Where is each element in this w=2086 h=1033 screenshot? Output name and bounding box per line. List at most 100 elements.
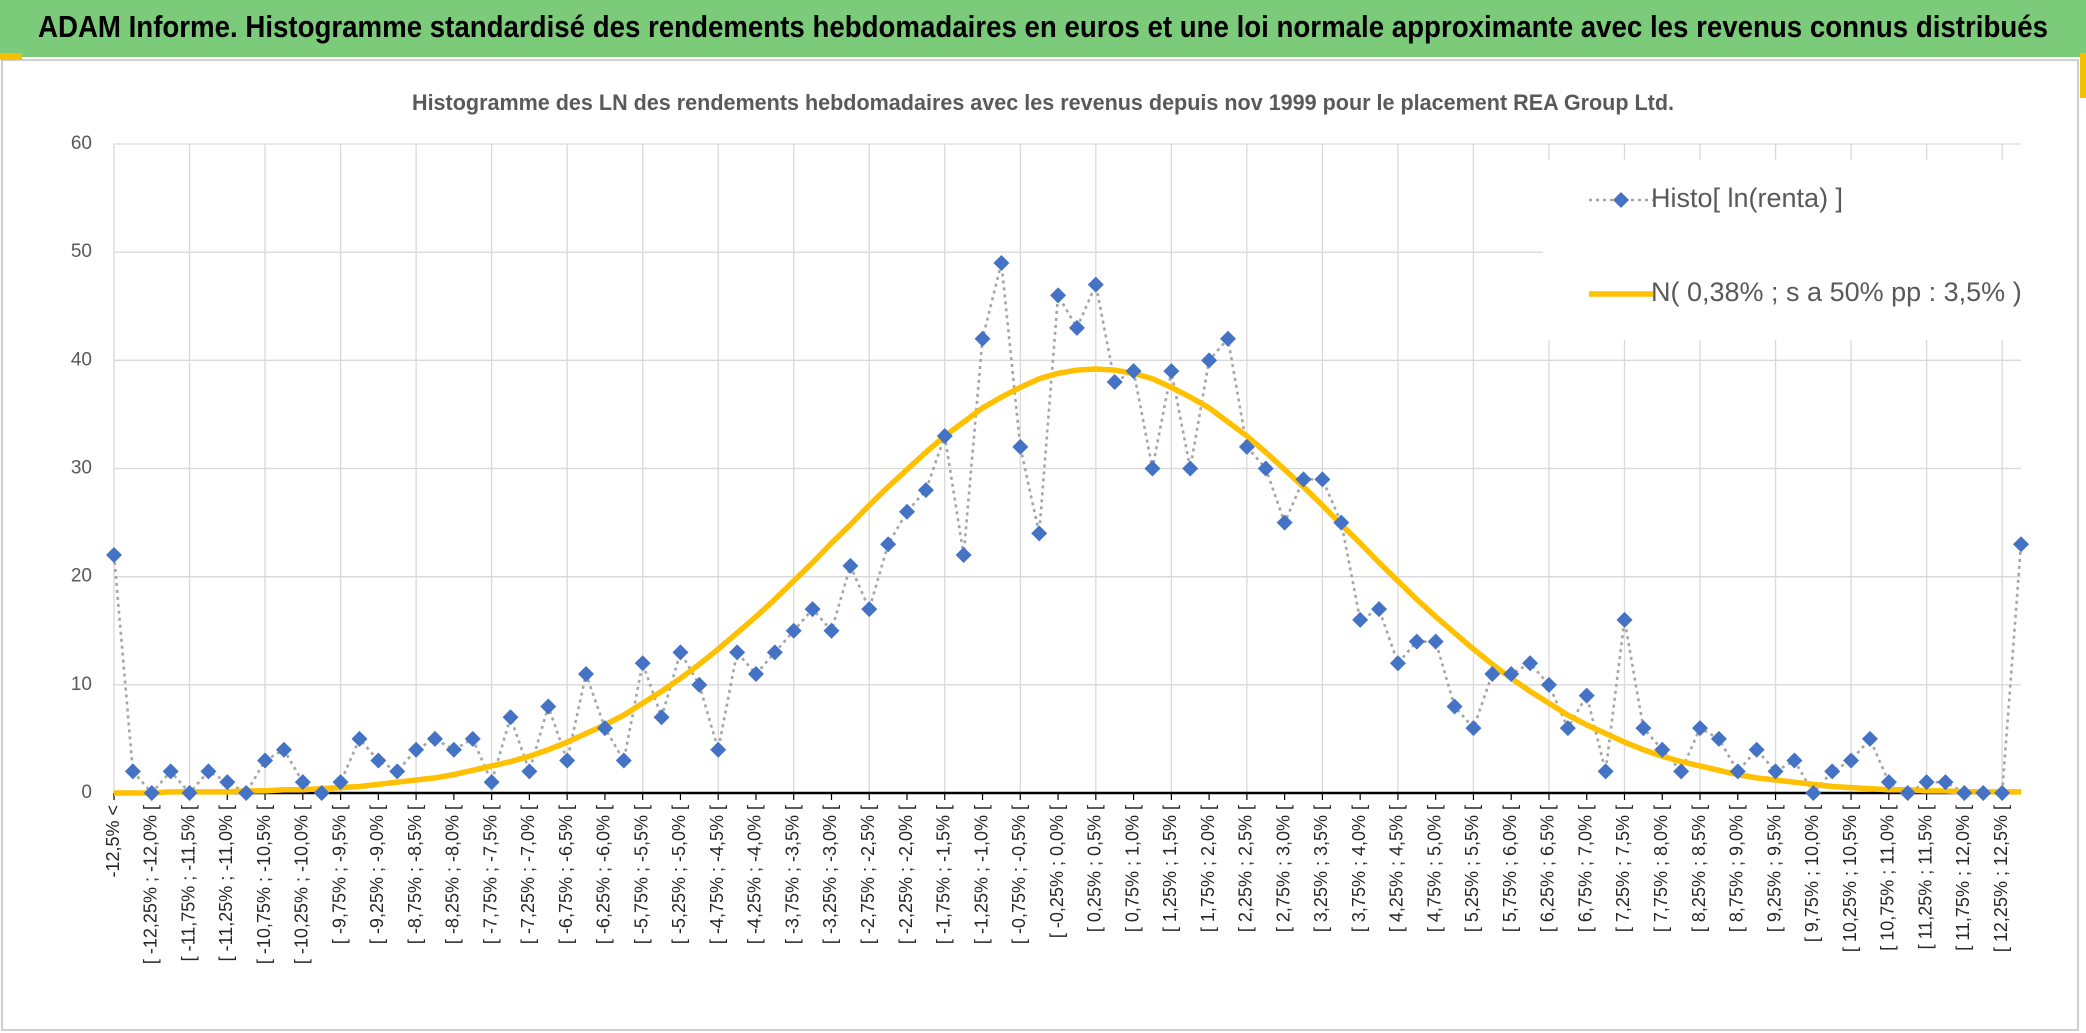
x-tick-label: [ -10,25% ; -10,0% [ bbox=[292, 805, 312, 964]
data-point bbox=[861, 601, 878, 618]
data-point bbox=[1975, 785, 1992, 801]
x-tick-label: [ 7,25% ; 7,5% [ bbox=[1613, 805, 1633, 932]
data-point bbox=[1616, 611, 1633, 628]
x-tick-label: [ 1,75% ; 2,0% [ bbox=[1198, 805, 1218, 932]
x-tick-label: [ -5,75% ; -5,5% [ bbox=[631, 805, 651, 944]
data-point bbox=[445, 741, 462, 758]
data-point bbox=[483, 774, 500, 791]
x-tick-label: [ 0,25% ; 0,5% [ bbox=[1085, 805, 1105, 932]
data-point bbox=[1257, 460, 1274, 477]
data-point bbox=[955, 547, 972, 564]
x-tick-label: [ 6,75% ; 7,0% [ bbox=[1575, 805, 1595, 932]
data-point bbox=[842, 557, 859, 574]
plot bbox=[106, 254, 2029, 801]
data-point bbox=[521, 763, 538, 780]
data-point bbox=[294, 774, 311, 791]
data-point bbox=[672, 644, 689, 661]
data-point bbox=[1125, 363, 1142, 380]
x-tick-label: [ 3,25% ; 3,5% [ bbox=[1311, 805, 1331, 932]
data-point bbox=[993, 254, 1010, 271]
data-point bbox=[200, 763, 217, 780]
data-point bbox=[1824, 763, 1841, 780]
data-point bbox=[124, 763, 141, 780]
x-tick-label: [ 3,75% ; 4,0% [ bbox=[1349, 805, 1369, 932]
x-tick-label: [ 6,25% ; 6,5% [ bbox=[1538, 805, 1558, 932]
y-tick-label: 40 bbox=[71, 349, 92, 370]
x-tick-label: [ -3,25% ; -3,0% [ bbox=[820, 805, 840, 944]
x-tick-label: [ 8,75% ; 9,0% [ bbox=[1727, 805, 1747, 932]
x-tick-label: [ -3,75% ; -3,5% [ bbox=[782, 805, 802, 944]
data-point bbox=[2013, 536, 2029, 553]
x-tick-label: [ 10,75% ; 11,0% [ bbox=[1878, 805, 1898, 951]
x-tick-label: [ -10,75% ; -10,5% [ bbox=[254, 805, 274, 964]
data-point bbox=[1106, 373, 1123, 390]
x-tick-label: -12,5% < bbox=[103, 805, 123, 878]
x-tick-label: [ 5,25% ; 5,5% [ bbox=[1462, 805, 1482, 932]
data-point bbox=[1710, 730, 1727, 747]
data-point bbox=[1880, 774, 1897, 791]
data-point bbox=[1031, 525, 1048, 542]
data-point bbox=[1050, 287, 1067, 304]
data-point bbox=[578, 666, 595, 683]
data-point bbox=[1446, 698, 1463, 715]
y-tick-label: 20 bbox=[71, 566, 92, 587]
data-point bbox=[1276, 514, 1293, 531]
data-point bbox=[1219, 330, 1236, 347]
x-tick-label: [ 5,75% ; 6,0% [ bbox=[1500, 805, 1520, 932]
data-point bbox=[143, 785, 160, 801]
x-tick-label: [ -0,25% ; 0,0% [ bbox=[1047, 805, 1067, 938]
data-point bbox=[1522, 655, 1539, 672]
x-tick-label: [ -2,25% ; -2,0% [ bbox=[896, 805, 916, 944]
data-point bbox=[917, 482, 934, 499]
legend-box bbox=[1543, 160, 2021, 340]
data-point bbox=[1559, 720, 1576, 737]
data-point bbox=[1371, 601, 1388, 618]
data-point bbox=[880, 536, 897, 553]
data-point bbox=[1673, 763, 1690, 780]
data-point bbox=[1956, 785, 1973, 801]
x-tick-label: [ 8,25% ; 8,5% [ bbox=[1689, 805, 1709, 932]
data-point bbox=[766, 644, 783, 661]
data-point bbox=[729, 644, 746, 661]
data-point bbox=[162, 763, 179, 780]
x-tick-label: [ -4,75% ; -4,5% [ bbox=[707, 805, 727, 944]
data-point bbox=[370, 752, 387, 769]
data-point bbox=[351, 730, 368, 747]
data-point bbox=[1692, 720, 1709, 737]
x-tick-label: [ 4,25% ; 4,5% [ bbox=[1387, 805, 1407, 932]
data-point bbox=[1994, 785, 2011, 801]
data-point bbox=[1295, 471, 1312, 488]
data-point bbox=[219, 774, 236, 791]
x-tick-label: [ -5,25% ; -5,0% [ bbox=[669, 805, 689, 944]
x-tick-label: [ -6,25% ; -6,0% [ bbox=[594, 805, 614, 944]
data-point bbox=[464, 730, 481, 747]
data-point bbox=[313, 785, 330, 801]
data-point bbox=[1767, 763, 1784, 780]
x-tick-label: [ -4,25% ; -4,0% [ bbox=[745, 805, 765, 944]
data-point bbox=[1427, 633, 1444, 650]
x-tick-label: [ 2,25% ; 2,5% [ bbox=[1236, 805, 1256, 932]
data-point bbox=[936, 428, 953, 445]
data-point bbox=[1843, 752, 1860, 769]
x-tick-label: [ -9,25% ; -9,0% [ bbox=[367, 805, 387, 944]
legend-swatch bbox=[1613, 192, 1629, 208]
x-tick-label: [ 4,75% ; 5,0% [ bbox=[1424, 805, 1444, 932]
data-point bbox=[1352, 611, 1369, 628]
data-point bbox=[540, 698, 557, 715]
x-tick-label: [ -8,75% ; -8,5% [ bbox=[405, 805, 425, 944]
y-tick-label: 60 bbox=[71, 133, 92, 154]
data-point bbox=[899, 503, 916, 520]
x-tick-label: [ 2,75% ; 3,0% [ bbox=[1273, 805, 1293, 932]
data-point bbox=[634, 655, 651, 672]
series-line bbox=[114, 366, 2021, 796]
x-tick-label: [ 1,25% ; 1,5% [ bbox=[1160, 805, 1180, 932]
data-point bbox=[1238, 438, 1255, 455]
legend: Histo[ ln(renta) ] N( 0,38% ; s a 50% pp … bbox=[1543, 160, 2022, 340]
x-tick-label: [ 12,25% ; 12,5% [ bbox=[1991, 805, 2011, 952]
x-tick-label: [ 9,25% ; 9,5% [ bbox=[1764, 805, 1784, 932]
x-tick-label: [ -12,25% ; -12,0% [ bbox=[141, 805, 161, 964]
data-point bbox=[1918, 774, 1935, 791]
chart-title: Histogramme des LN des rendements hebdom… bbox=[412, 90, 1674, 115]
page-title: ADAM Informe. Histogramme standardisé de… bbox=[38, 9, 2048, 44]
